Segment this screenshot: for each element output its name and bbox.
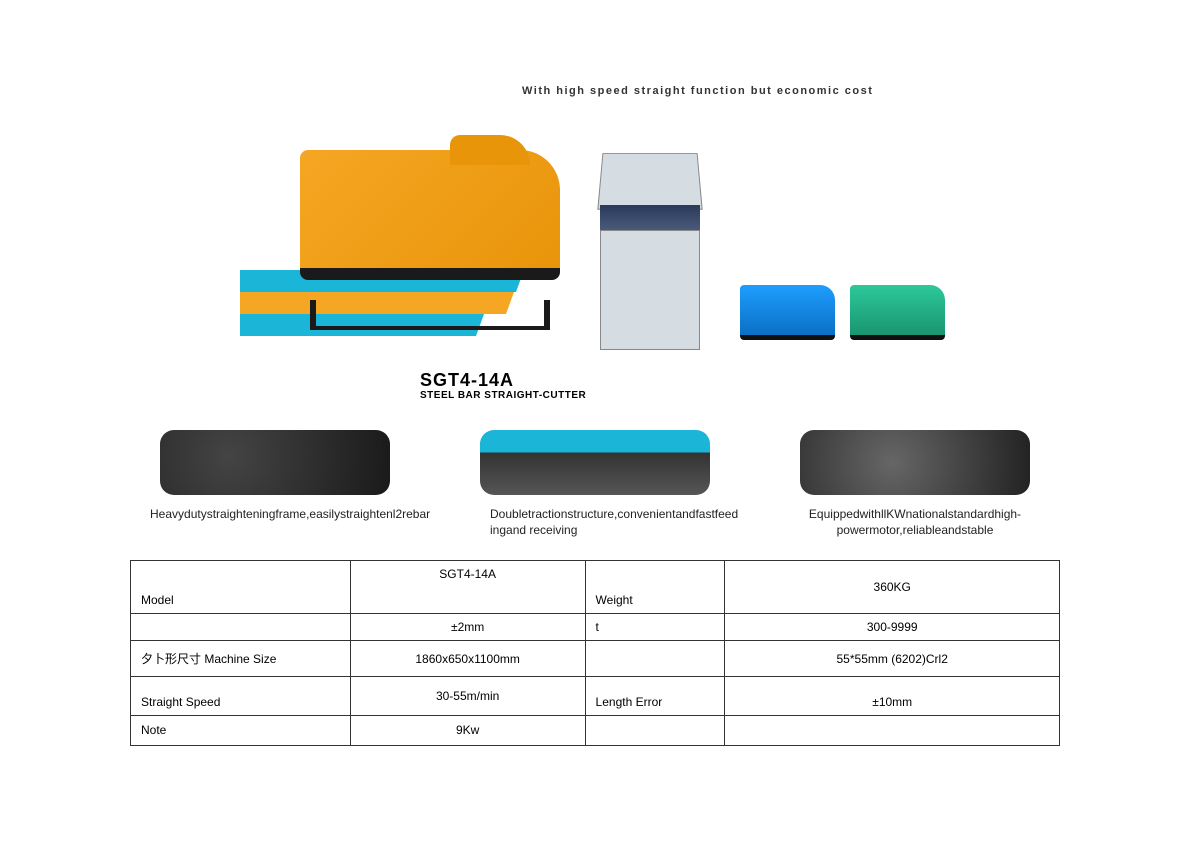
cell: 9Kw <box>350 715 585 745</box>
table-row: Note 9Kw <box>131 715 1060 745</box>
cell <box>585 641 725 677</box>
cell: 300-9999 <box>725 614 1060 641</box>
feature-3-image <box>800 430 1030 495</box>
mini-machine-teal <box>850 285 945 340</box>
table-row: 夕卜形尺寸 Machine Size 1860x650x1100mm 55*55… <box>131 641 1060 677</box>
cell <box>131 677 351 689</box>
cell <box>131 614 351 641</box>
cell: 1860x650x1100mm <box>350 641 585 677</box>
table-row: SGT4-14A 360KG <box>131 561 1060 588</box>
cell: SGT4-14A <box>350 561 585 588</box>
product-model-title: SGT4-14A <box>420 370 514 391</box>
cell: 360KG <box>725 561 1060 614</box>
cell: 30-55m/min <box>350 677 585 716</box>
cell <box>725 677 1060 689</box>
cell: ±2mm <box>350 614 585 641</box>
cell: Note <box>131 715 351 745</box>
cell: 55*55mm (6202)Crl2 <box>725 641 1060 677</box>
cell: 夕卜形尺寸 Machine Size <box>131 641 351 677</box>
feature-1: Heavydutystraighteningframe,easilystraig… <box>130 430 420 538</box>
cell: Model <box>131 587 351 614</box>
cell <box>131 561 351 588</box>
cell <box>350 587 585 614</box>
cell: Weight <box>585 587 725 614</box>
feature-2-text: Doubletractionstructure,convenientandfas… <box>450 507 740 538</box>
cell: Length Error <box>585 689 725 716</box>
feature-2-image <box>480 430 710 495</box>
main-machine-graphic <box>300 130 580 310</box>
spec-table: SGT4-14A 360KG Model Weight ±2mm t 300-9… <box>130 560 1060 746</box>
feature-3-text: EquippedwithllKWnationalstandardhigh-pow… <box>770 507 1060 538</box>
cell <box>585 677 725 689</box>
control-unit-graphic <box>590 150 710 350</box>
features-row: Heavydutystraighteningframe,easilystraig… <box>130 430 1060 538</box>
table-row: 30-55m/min <box>131 677 1060 689</box>
cell: t <box>585 614 725 641</box>
cell <box>725 715 1060 745</box>
table-row: Straight Speed Length Error ±10mm <box>131 689 1060 716</box>
feature-3: EquippedwithllKWnationalstandardhigh-pow… <box>770 430 1060 538</box>
feature-1-image <box>160 430 390 495</box>
hero-image-area <box>240 120 960 420</box>
product-model-subtitle: STEEL BAR STRAIGHT-CUTTER <box>420 390 586 401</box>
feature-1-text: Heavydutystraighteningframe,easilystraig… <box>130 507 420 523</box>
feature-2: Doubletractionstructure,convenientandfas… <box>450 430 740 538</box>
cell: ±10mm <box>725 689 1060 716</box>
table-row: ±2mm t 300-9999 <box>131 614 1060 641</box>
tagline: With high speed straight function but ec… <box>522 85 873 97</box>
cell: Straight Speed <box>131 689 351 716</box>
cell <box>585 561 725 588</box>
mini-machine-blue <box>740 285 835 340</box>
cell <box>585 715 725 745</box>
